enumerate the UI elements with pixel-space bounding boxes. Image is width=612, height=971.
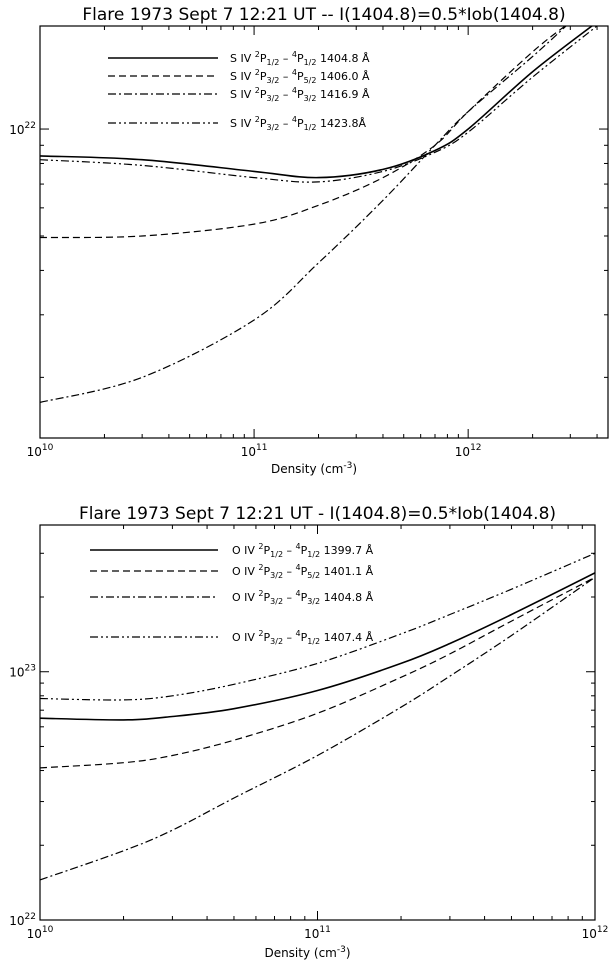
- legend-label-2: O IV 2P3/2 – 4P5/2 1401.1 Å: [232, 563, 374, 580]
- series-line-2: [40, 26, 567, 239]
- series-line-3: [40, 576, 595, 881]
- legend-label-3: S IV 2P3/2 – 4P3/2 1416.9 Å: [230, 86, 370, 103]
- legend-label-2: S IV 2P3/2 – 4P5/2 1406.0 Å: [230, 68, 370, 85]
- legend-label-1: O IV 2P1/2 – 4P1/2 1399.7 Å: [232, 542, 374, 559]
- legend-label-3: O IV 2P3/2 – 4P3/2 1404.8 Å: [232, 589, 374, 606]
- plot-frame: [39, 25, 609, 439]
- x-tick-label: 1012: [455, 443, 482, 459]
- chart-title: Flare 1973 Sept 7 12:21 UT - I(1404.8)=0…: [79, 504, 556, 524]
- chart-panel-2: Flare 1973 Sept 7 12:21 UT - I(1404.8)=0…: [9, 504, 608, 960]
- x-tick-label: 1010: [27, 925, 54, 941]
- y-tick-label: 1022: [9, 912, 36, 928]
- x-axis-label: Density (cm-3): [271, 461, 357, 476]
- x-tick-label: 1012: [582, 925, 609, 941]
- legend-label-4: S IV 2P3/2 – 4P1/2 1423.8Å: [230, 115, 366, 132]
- series-line-4: [40, 552, 595, 701]
- series-line-4: [40, 26, 598, 183]
- y-tick-label: 1022: [9, 121, 36, 137]
- legend-label-1: S IV 2P1/2 – 4P1/2 1404.8 Å: [230, 50, 370, 67]
- series-line-1: [40, 26, 594, 179]
- plot-frame: [39, 524, 596, 921]
- chart-title: Flare 1973 Sept 7 12:21 UT -- I(1404.8)=…: [82, 5, 565, 25]
- legend-label-4: O IV 2P3/2 – 4P1/2 1407.4 Å: [232, 629, 374, 646]
- series-line-1: [40, 572, 595, 721]
- x-tick-label: 1011: [304, 925, 331, 941]
- x-axis-label: Density (cm-3): [264, 945, 350, 960]
- chart-panel-1: Flare 1973 Sept 7 12:21 UT -- I(1404.8)=…: [9, 5, 609, 476]
- y-tick-label: 1023: [9, 664, 36, 680]
- x-tick-label: 1011: [241, 443, 268, 459]
- x-tick-label: 1010: [27, 443, 54, 459]
